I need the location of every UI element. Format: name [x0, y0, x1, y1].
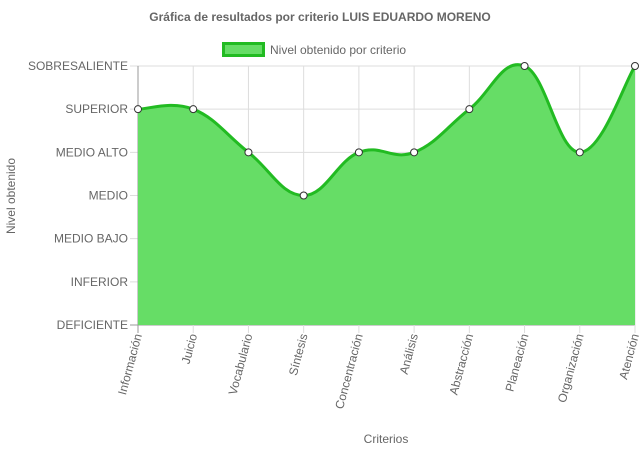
chart-title: Gráfica de resultados por criterio LUIS … [149, 10, 490, 24]
y-tick-label: INFERIOR [71, 275, 129, 289]
y-tick-label: MEDIO BAJO [54, 232, 128, 246]
data-point[interactable] [631, 62, 639, 70]
x-tick-label: Juicio [179, 332, 201, 366]
data-point[interactable] [575, 148, 584, 157]
x-tick-label: Análisis [397, 332, 421, 376]
y-tick-label: MEDIO ALTO [56, 145, 128, 159]
x-axis-ticks: Información Juicio Vocabulario Síntesis Conc… [115, 332, 639, 411]
data-point[interactable] [520, 62, 529, 70]
x-tick-label: Planeación [503, 332, 532, 393]
data-point[interactable] [354, 148, 363, 157]
data-point[interactable] [410, 148, 419, 157]
y-tick-label: SUPERIOR [65, 102, 128, 116]
y-axis-ticks: DEFICIENTE INFERIOR MEDIO BAJO MEDIO MEDIO A… [28, 59, 128, 332]
x-tick-label: Atención [616, 332, 639, 381]
x-tick-label: Organización [555, 332, 587, 404]
series-area-group [134, 62, 639, 326]
y-tick-label: SOBRESALIENTE [28, 59, 128, 73]
series-line [137, 63, 637, 198]
x-tick-label: Concentración [332, 332, 366, 410]
x-axis-title: Criterios [364, 432, 409, 446]
legend-swatch [222, 42, 265, 57]
x-tick-label: Vocabulario [226, 332, 256, 397]
y-tick-label: DEFICIENTE [57, 318, 128, 332]
data-point[interactable] [299, 191, 308, 200]
data-point[interactable] [465, 105, 474, 114]
y-tick-label: MEDIO [89, 189, 128, 203]
y-axis-title: Nivel obtenido [4, 158, 18, 234]
x-tick-label: Abstracción [446, 332, 476, 396]
legend-label: Nivel obtenido por criterio [270, 43, 406, 57]
data-point[interactable] [244, 148, 253, 157]
data-point[interactable] [189, 105, 198, 114]
series-area [138, 64, 635, 326]
x-tick-label: Síntesis [286, 332, 311, 377]
legend: Nivel obtenido por criterio [222, 42, 406, 57]
data-point[interactable] [134, 105, 142, 114]
x-tick-label: Información [115, 332, 145, 396]
